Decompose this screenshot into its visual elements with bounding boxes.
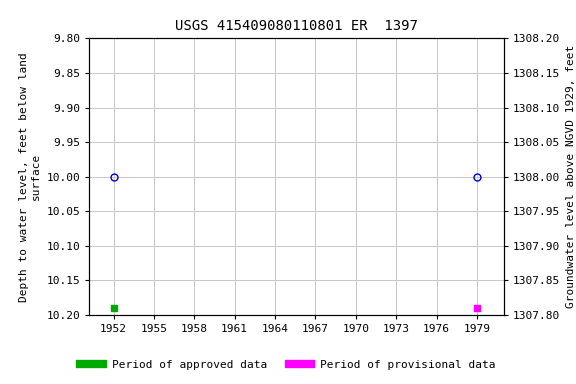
Y-axis label: Depth to water level, feet below land
surface: Depth to water level, feet below land su… (20, 52, 41, 301)
Title: USGS 415409080110801 ER  1397: USGS 415409080110801 ER 1397 (175, 19, 418, 33)
Y-axis label: Groundwater level above NGVD 1929, feet: Groundwater level above NGVD 1929, feet (566, 45, 576, 308)
Legend: Period of approved data, Period of provisional data: Period of approved data, Period of provi… (76, 356, 500, 375)
